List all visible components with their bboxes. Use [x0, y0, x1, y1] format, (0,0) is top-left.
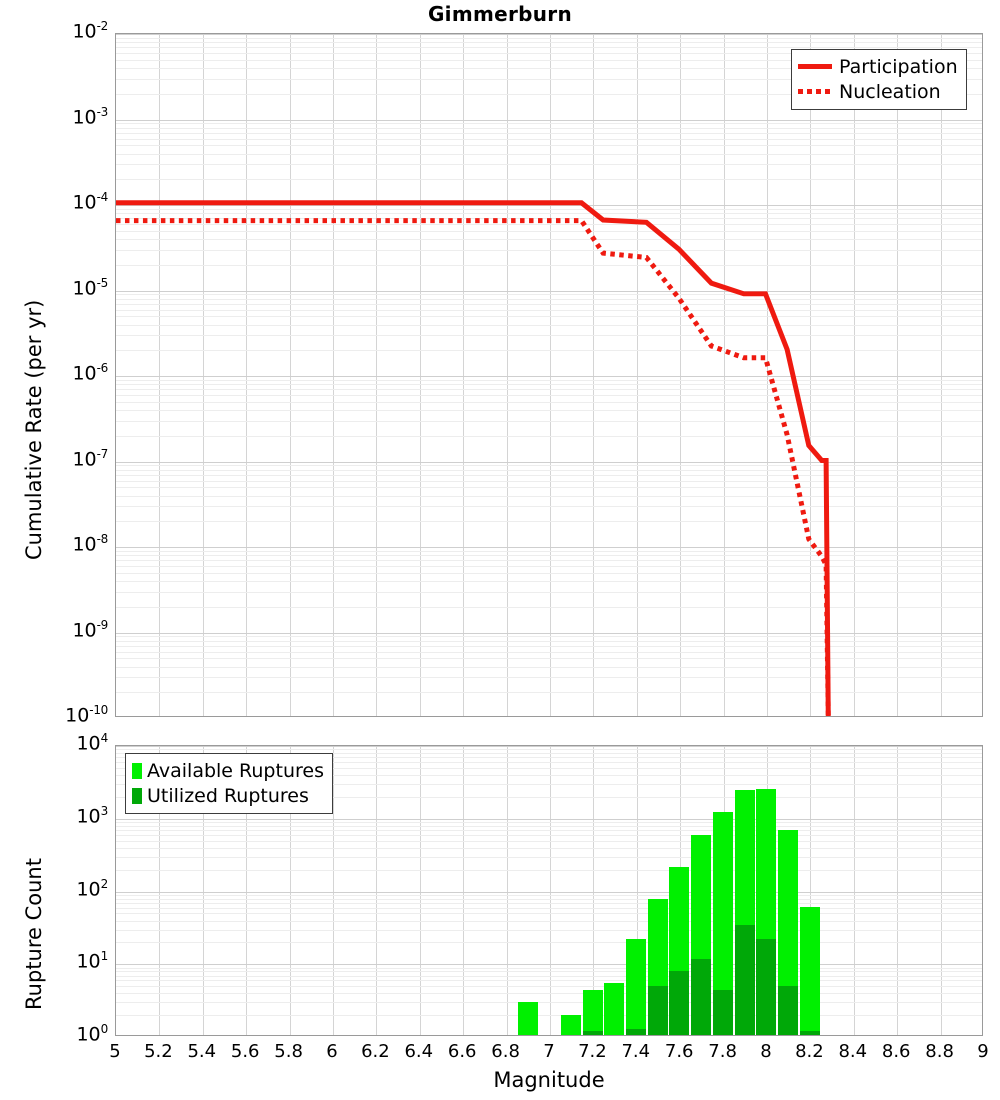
bar-utilized: [712, 989, 733, 1035]
bar-available: [604, 983, 625, 1035]
x-tick-label: 5: [109, 1041, 121, 1062]
y-tick-label: 10-8: [72, 532, 108, 556]
x-tick-label: 8.8: [925, 1041, 954, 1062]
x-tick-label: 5.6: [230, 1041, 260, 1062]
x-tick-label: 6.8: [491, 1041, 520, 1062]
y-tick-label: 10-3: [72, 104, 108, 128]
x-tick-label: 7: [543, 1041, 555, 1062]
x-tick-label: 7.4: [621, 1041, 651, 1062]
bar-utilized: [691, 958, 712, 1035]
bar-available: [626, 939, 647, 1035]
legend-item-nucleation: Nucleation: [798, 79, 958, 104]
bar-utilized: [756, 939, 777, 1035]
bar-utilized: [582, 1031, 603, 1035]
chart-title: Gimmerburn: [427, 2, 573, 26]
legend-label-participation: Participation: [839, 55, 958, 78]
x-tick-label: 7.6: [664, 1041, 694, 1062]
x-tick-label: 6.4: [404, 1041, 434, 1062]
y-tick-label: 10-2: [72, 19, 108, 43]
bar-available: [799, 906, 820, 1035]
legend-label-nucleation: Nucleation: [839, 80, 941, 103]
x-tick-label: 6.2: [361, 1041, 390, 1062]
x-tick-label: 8: [760, 1041, 772, 1062]
rupture-legend: Available Ruptures Utilized Ruptures: [125, 753, 333, 814]
mfd-curves: [116, 200, 831, 716]
x-tick-label: 8.2: [795, 1041, 824, 1062]
bar-available: [777, 830, 798, 1035]
bar-utilized: [799, 1031, 820, 1035]
x-tick-label: 7.2: [578, 1041, 607, 1062]
legend-label-available: Available Ruptures: [147, 759, 324, 782]
top-gridlines: [116, 34, 982, 716]
dotted-line-icon: [798, 89, 832, 94]
bar-utilized: [647, 986, 668, 1035]
x-tick-label: 5.4: [187, 1041, 217, 1062]
y-tick-label: 10-4: [72, 190, 108, 214]
bar-available: [517, 1002, 538, 1035]
curve-participation: [116, 200, 831, 716]
curve-nucleation: [116, 218, 831, 716]
x-tick-label: 5.8: [274, 1041, 303, 1062]
bar-utilized: [734, 924, 755, 1035]
legend-item-participation: Participation: [798, 54, 958, 79]
y-tick-label: 10-7: [72, 446, 108, 470]
x-tick-label: 7.8: [708, 1041, 737, 1062]
x-tick-label: 5.2: [144, 1041, 173, 1062]
bar-available: [712, 811, 733, 1035]
y-tick-label: 101: [76, 949, 108, 973]
curve-legend: Participation Nucleation: [791, 49, 967, 110]
solid-line-icon: [798, 64, 832, 69]
x-tick-label: 6: [326, 1041, 338, 1062]
x-axis-label: Magnitude: [493, 1068, 605, 1092]
y-tick-label: 10-5: [72, 275, 108, 299]
cumulative-rate-plot: [115, 33, 983, 717]
y-tick-label: 104: [76, 731, 108, 755]
bar-utilized: [777, 986, 798, 1035]
bottom-gridlines: [116, 746, 982, 1035]
y-tick-label: 10-9: [72, 617, 108, 641]
rupture-count-plot: [115, 745, 983, 1036]
x-tick-label: 8.6: [881, 1041, 911, 1062]
y-tick-label: 10-10: [65, 703, 108, 727]
bar-available: [582, 989, 603, 1035]
y-tick-label: 103: [76, 803, 108, 828]
bar-utilized: [669, 971, 690, 1035]
y-tick-label: 102: [76, 876, 108, 900]
top-y-axis-label: Cumulative Rate (per yr): [22, 299, 46, 560]
x-tick-label: 6.6: [447, 1041, 477, 1062]
available-swatch-icon: [132, 762, 142, 779]
rupture-bars: [116, 746, 982, 1035]
bottom-y-axis-label: Rupture Count: [22, 858, 46, 1010]
y-tick-label: 10-6: [72, 361, 108, 385]
bar-available: [560, 1015, 581, 1035]
y-tick-label: 100: [76, 1022, 108, 1046]
legend-item-utilized: Utilized Ruptures: [132, 783, 324, 808]
legend-label-utilized: Utilized Ruptures: [147, 784, 309, 807]
x-tick-label: 8.4: [838, 1041, 868, 1062]
utilized-swatch-icon: [132, 787, 142, 804]
x-tick-label: 9: [977, 1041, 989, 1062]
bar-utilized: [626, 1028, 647, 1035]
legend-item-available: Available Ruptures: [132, 758, 324, 783]
